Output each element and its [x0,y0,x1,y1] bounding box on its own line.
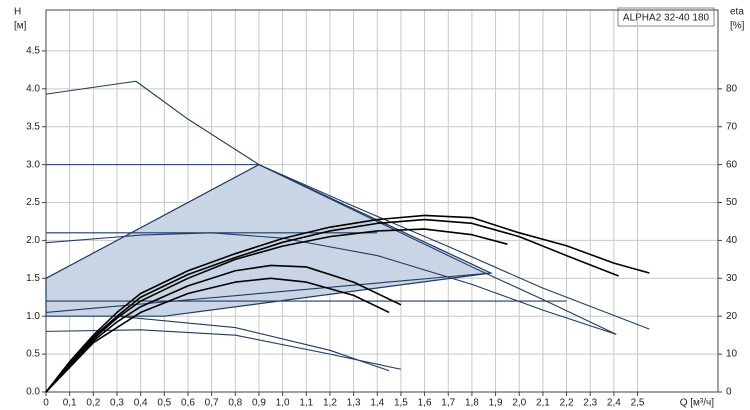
y-tick-label: 0.0 [26,387,40,398]
y-tick-label: 1.5 [26,273,40,284]
y2-tick-label: 20 [726,311,738,322]
x-tick-label: 2,4 [607,398,621,409]
y2-tick-label: 80 [726,83,738,94]
x-tick-label: 1,9 [489,398,503,409]
x-tick-label: 0,7 [205,398,219,409]
y-axis-unit: [м] [14,21,27,32]
y2-tick-label: 40 [726,235,738,246]
chart-title: ALPHA2 32-40 180 [623,13,710,24]
efficiency-curve [45,228,508,393]
efficiency-curve [45,214,650,393]
area [45,163,493,317]
y2-tick-label: 60 [726,159,738,170]
x-axis-label: Q [м³/ч] [680,398,715,409]
plot-frame [45,9,719,393]
x-tick-label: 1,4 [370,398,384,409]
head-curve [45,272,491,313]
y2-tick-label: 10 [726,349,738,360]
x-tick-label: 0,1 [63,398,77,409]
y-tick-label: 2.0 [26,235,40,246]
grid [45,10,718,393]
x-tick-label: 0,6 [181,398,195,409]
y-tick-label: 3.0 [26,159,40,170]
head-curve [45,80,617,335]
y-tick-label: 0.5 [26,349,40,360]
x-tick-label: 2,5 [631,398,645,409]
x-tick-label: 1,0 [276,398,290,409]
efficiency-curve [45,277,390,393]
y2-tick-label: 0 [726,387,732,398]
head-curve [45,232,617,335]
x-tick-label: 1,1 [299,398,313,409]
x-tick-label: 0 [43,398,49,409]
y2-tick-label: 30 [726,273,738,284]
y-tick-label: 4.5 [26,46,40,57]
y-tick-label: 3.5 [26,121,40,132]
x-tick-label: 1,7 [441,398,455,409]
x-tick-label: 0,2 [86,398,100,409]
efficiency-curve [45,264,402,393]
head-curve [116,315,390,372]
x-tick-label: 2,3 [583,398,597,409]
head-curve [45,329,402,370]
x-tick-label: 2,0 [512,398,526,409]
y-tick-label: 2.5 [26,197,40,208]
x-tick-label: 0,3 [110,398,124,409]
y2-axis-unit: [%] [730,21,745,32]
x-tick-label: 1,8 [465,398,479,409]
x-tick-label: 1,6 [418,398,432,409]
x-tick-label: 1,2 [323,398,337,409]
x-tick-label: 0,8 [228,398,242,409]
x-tick-label: 2,1 [536,398,550,409]
x-tick-label: 1,3 [347,398,361,409]
efficiency-curve [45,218,619,393]
x-tick-label: 1,5 [394,398,408,409]
head-curve [46,164,650,330]
x-tick-label: 0,4 [134,398,148,409]
y2-axis-label: eta [730,7,744,18]
x-tick-label: 2,2 [560,398,574,409]
y-tick-label: 1.0 [26,311,40,322]
y2-tick-label: 50 [726,197,738,208]
y2-tick-label: 70 [726,121,738,132]
x-tick-label: 0,9 [252,398,266,409]
y-axis-label: H [14,7,21,18]
x-tick-label: 0,5 [157,398,171,409]
title-box [617,7,715,27]
y-tick-label: 4.0 [26,83,40,94]
